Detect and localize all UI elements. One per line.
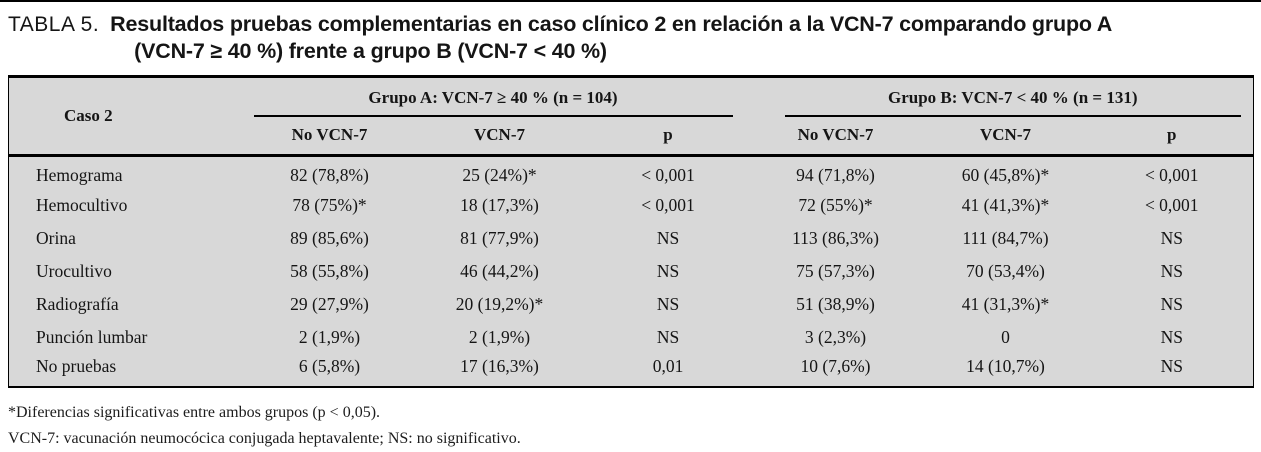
col-header-a-p: p xyxy=(663,125,673,144)
cell-b-vcn7: 14 (10,7%) xyxy=(966,356,1045,376)
cell-a-no-vcn7: 2 (1,9%) xyxy=(298,326,361,347)
cell-a-p: NS xyxy=(656,227,680,248)
table-row: Hemocultivo 78 (75%)* 18 (17,3%) < 0,001… xyxy=(9,189,1254,222)
table-title: Resultados pruebas complementarias en ca… xyxy=(110,11,1112,65)
row-label: Orina xyxy=(36,227,76,248)
cell-a-p: 0,01 xyxy=(652,356,684,376)
cell-a-vcn7: 17 (16,3%) xyxy=(460,356,539,376)
cell-a-vcn7: 18 (17,3%) xyxy=(460,194,539,215)
cell-b-vcn7: 70 (53,4%) xyxy=(966,260,1045,281)
subheader-row: No VCN-7 VCN-7 p No VCN-7 VCN-7 p xyxy=(9,117,1254,156)
table-body: Hemograma 82 (78,8%) 25 (24%)* < 0,001 9… xyxy=(9,156,1254,387)
cell-b-no-vcn7: 94 (71,8%) xyxy=(796,165,875,186)
cell-a-vcn7: 25 (24%)* xyxy=(462,165,537,186)
cell-a-vcn7: 81 (77,9%) xyxy=(460,227,539,248)
group-b-header: Grupo B: VCN-7 < 40 % (n = 131) xyxy=(751,77,1254,117)
cell-b-p: NS xyxy=(1160,326,1183,347)
table-row: Orina 89 (85,6%) 81 (77,9%) NS 113 (86,3… xyxy=(9,222,1254,255)
top-rule xyxy=(0,0,1261,2)
cell-a-p: NS xyxy=(656,326,680,347)
row-label: Hemograma xyxy=(36,165,123,186)
table-header: Caso 2 Grupo A: VCN-7 ≥ 40 % (n = 104) G… xyxy=(8,77,1254,156)
table-row: Urocultivo 58 (55,8%) 46 (44,2%) NS 75 (… xyxy=(9,255,1254,288)
cell-b-no-vcn7: 72 (55%)* xyxy=(798,194,873,215)
group-b-label: Grupo B: VCN-7 < 40 % (n = 131) xyxy=(784,78,1241,117)
cell-b-vcn7: 60 (45,8%)* xyxy=(961,165,1050,186)
row-label: Radiografía xyxy=(36,293,119,314)
cell-b-vcn7: 41 (41,3%)* xyxy=(961,194,1050,215)
group-header-row: Caso 2 Grupo A: VCN-7 ≥ 40 % (n = 104) G… xyxy=(9,77,1254,125)
col-header-a-vcn7: VCN-7 xyxy=(474,125,525,144)
table-title-line1: Resultados pruebas complementarias en ca… xyxy=(110,12,1113,36)
table-row: No pruebas 6 (5,8%) 17 (16,3%) 0,01 10 (… xyxy=(9,354,1254,387)
cell-b-vcn7: 41 (31,3%)* xyxy=(961,293,1050,314)
cell-b-p: < 0,001 xyxy=(1144,194,1199,215)
results-table: Caso 2 Grupo A: VCN-7 ≥ 40 % (n = 104) G… xyxy=(8,75,1254,388)
cell-b-no-vcn7: 75 (57,3%) xyxy=(796,260,875,281)
cell-b-no-vcn7: 10 (7,6%) xyxy=(800,356,871,376)
cell-b-vcn7: 111 (84,7%) xyxy=(962,227,1049,248)
cell-a-vcn7: 2 (1,9%) xyxy=(468,326,531,347)
col-header-a-no-vcn7: No VCN-7 xyxy=(291,125,368,144)
cell-a-no-vcn7: 89 (85,6%) xyxy=(290,227,369,248)
table-row: Punción lumbar 2 (1,9%) 2 (1,9%) NS 3 (2… xyxy=(9,321,1254,354)
footnotes: *Diferencias significativas entre ambos … xyxy=(0,388,1261,452)
corner-label: Caso 2 xyxy=(64,106,113,125)
cell-b-p: NS xyxy=(1160,227,1183,248)
cell-b-p: NS xyxy=(1160,356,1183,376)
cell-a-vcn7: 46 (44,2%) xyxy=(460,260,539,281)
col-header-b-vcn7: VCN-7 xyxy=(980,125,1031,144)
cell-a-p: NS xyxy=(656,293,680,314)
cell-b-p: NS xyxy=(1160,293,1183,314)
cell-a-vcn7: 20 (19,2%)* xyxy=(455,293,544,314)
table-title-line2: (VCN-7 ≥ 40 %) frente a grupo B (VCN-7 <… xyxy=(134,39,607,63)
cell-a-p: NS xyxy=(656,260,680,281)
group-a-label: Grupo A: VCN-7 ≥ 40 % (n = 104) xyxy=(253,78,733,117)
cell-b-no-vcn7: 51 (38,9%) xyxy=(796,293,875,314)
cell-b-no-vcn7: 3 (2,3%) xyxy=(804,326,867,347)
cell-a-p: < 0,001 xyxy=(641,165,695,186)
cell-a-no-vcn7: 6 (5,8%) xyxy=(298,356,361,376)
footnote-significance: *Diferencias significativas entre ambos … xyxy=(8,403,381,421)
cell-b-vcn7: 0 xyxy=(1001,326,1010,347)
cell-a-no-vcn7: 58 (55,8%) xyxy=(290,260,369,281)
cell-a-no-vcn7: 78 (75%)* xyxy=(292,194,367,215)
cell-a-no-vcn7: 82 (78,8%) xyxy=(290,165,369,186)
col-header-b-p: p xyxy=(1167,125,1177,144)
table-row: Radiografía 29 (27,9%) 20 (19,2%)* NS 51… xyxy=(9,288,1254,321)
table-caption: TABLA 5. Resultados pruebas complementar… xyxy=(0,2,1261,73)
footnote-abbreviations: VCN-7: vacunación neumocócica conjugada … xyxy=(8,429,521,447)
cell-b-p: NS xyxy=(1160,260,1183,281)
cell-a-p: < 0,001 xyxy=(641,194,695,215)
group-a-header: Grupo A: VCN-7 ≥ 40 % (n = 104) xyxy=(246,77,751,117)
table-number-label: TABLA 5. xyxy=(8,13,100,36)
cell-b-p: < 0,001 xyxy=(1144,165,1199,186)
row-label: No pruebas xyxy=(36,356,117,376)
table-row: Hemograma 82 (78,8%) 25 (24%)* < 0,001 9… xyxy=(9,156,1254,189)
row-label: Urocultivo xyxy=(36,260,112,281)
row-label: Hemocultivo xyxy=(36,194,128,215)
cell-b-no-vcn7: 113 (86,3%) xyxy=(792,227,879,248)
row-label: Punción lumbar xyxy=(36,326,148,347)
cell-a-no-vcn7: 29 (27,9%) xyxy=(290,293,369,314)
col-header-b-no-vcn7: No VCN-7 xyxy=(797,125,874,144)
